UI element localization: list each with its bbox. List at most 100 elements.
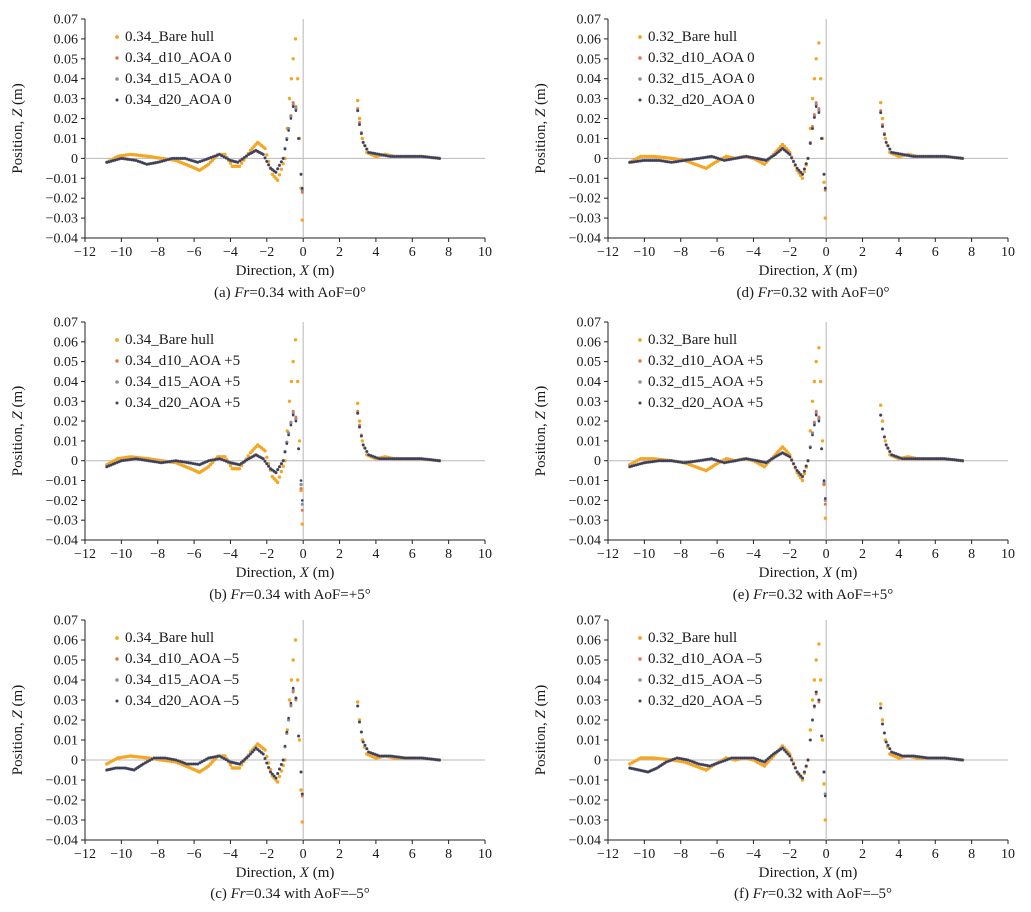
data-point bbox=[638, 159, 642, 163]
data-point bbox=[243, 757, 247, 761]
data-point bbox=[291, 103, 295, 107]
data-point bbox=[928, 155, 932, 158]
x-tick-label: 8 bbox=[445, 547, 452, 562]
data-point bbox=[301, 186, 304, 190]
data-point bbox=[416, 457, 419, 461]
data-point bbox=[209, 756, 213, 759]
data-point bbox=[823, 818, 827, 822]
data-point bbox=[880, 718, 885, 722]
data-point bbox=[786, 151, 790, 155]
y-axis-label: Position, Z (m) bbox=[10, 685, 26, 775]
data-point bbox=[653, 460, 657, 463]
x-tick-label: −12 bbox=[74, 847, 96, 862]
data-point bbox=[710, 763, 714, 767]
data-point bbox=[289, 421, 293, 425]
x-tick-label: 2 bbox=[859, 547, 866, 562]
data-point bbox=[243, 156, 246, 159]
data-point bbox=[294, 417, 298, 421]
data-point bbox=[924, 457, 928, 461]
data-point bbox=[150, 757, 154, 761]
data-point bbox=[788, 455, 792, 459]
legend-marker bbox=[115, 678, 119, 682]
data-point bbox=[899, 753, 902, 757]
data-point bbox=[678, 159, 682, 163]
x-axis-label: Direction, X (m) bbox=[759, 263, 858, 279]
data-point bbox=[426, 458, 429, 461]
data-point bbox=[424, 757, 427, 760]
data-point bbox=[706, 155, 709, 159]
data-point bbox=[258, 749, 261, 753]
y-tick-label: −0.03 bbox=[569, 212, 601, 227]
legend-marker bbox=[115, 98, 119, 102]
data-point bbox=[786, 752, 790, 756]
data-point bbox=[649, 159, 652, 162]
data-point bbox=[695, 459, 699, 463]
y-tick-label: −0.03 bbox=[46, 514, 78, 529]
data-point bbox=[357, 116, 362, 121]
data-point bbox=[930, 756, 934, 760]
data-point bbox=[134, 159, 138, 162]
data-point bbox=[378, 153, 381, 156]
data-point bbox=[287, 718, 291, 722]
data-point bbox=[886, 144, 890, 148]
data-point bbox=[886, 446, 890, 450]
series-4 bbox=[105, 105, 441, 190]
legend-marker bbox=[115, 338, 119, 342]
y-tick-label: 0.02 bbox=[54, 714, 79, 729]
series-2 bbox=[628, 101, 964, 192]
data-point bbox=[920, 155, 924, 158]
data-point bbox=[784, 150, 788, 153]
y-axis-label: Position, Z (m) bbox=[10, 386, 26, 476]
data-point bbox=[720, 158, 724, 161]
data-point bbox=[238, 463, 241, 467]
data-point bbox=[369, 751, 373, 755]
chart-panel-a: −0.04 −0.03 −0.02 −0.01 0 0.01 0.02 0.03 0.04 0.0… bbox=[10, 13, 492, 302]
data-point bbox=[403, 756, 407, 760]
data-point bbox=[198, 160, 202, 163]
data-point bbox=[157, 461, 161, 464]
data-point bbox=[881, 722, 884, 726]
data-point bbox=[301, 499, 304, 502]
x-tick-label: 10 bbox=[1001, 847, 1015, 862]
data-point bbox=[822, 180, 826, 184]
data-point bbox=[628, 161, 632, 164]
data-point bbox=[272, 470, 276, 473]
data-point bbox=[118, 157, 121, 161]
data-point bbox=[742, 457, 746, 461]
data-point bbox=[905, 754, 909, 758]
data-point bbox=[148, 759, 151, 762]
data-point bbox=[800, 478, 805, 483]
data-point bbox=[817, 109, 821, 113]
legend-entry: 0.34_d10_AOA –5 bbox=[125, 651, 239, 667]
data-point bbox=[879, 706, 882, 710]
data-point bbox=[643, 461, 646, 465]
data-point bbox=[806, 157, 810, 160]
data-point bbox=[740, 155, 744, 159]
data-point bbox=[801, 776, 804, 780]
data-point bbox=[926, 155, 930, 158]
y-tick-label: 0.04 bbox=[54, 375, 79, 390]
y-tick-label: 0.02 bbox=[54, 112, 79, 127]
data-point bbox=[168, 757, 171, 761]
data-point bbox=[794, 163, 797, 167]
data-point bbox=[224, 156, 228, 160]
data-point bbox=[959, 156, 962, 160]
data-point bbox=[265, 462, 269, 466]
data-point bbox=[194, 762, 197, 766]
data-point bbox=[287, 716, 290, 720]
data-point bbox=[220, 458, 223, 461]
data-point bbox=[162, 159, 166, 162]
data-point bbox=[939, 457, 942, 461]
y-tick-label: −0.02 bbox=[46, 192, 78, 207]
legend-entry: 0.34_d15_AOA +5 bbox=[125, 374, 240, 390]
data-point bbox=[939, 155, 942, 158]
data-point bbox=[373, 455, 377, 459]
data-point bbox=[814, 411, 818, 415]
data-point bbox=[118, 460, 121, 463]
data-point bbox=[922, 155, 926, 158]
data-point bbox=[291, 686, 295, 690]
x-tick-label: 6 bbox=[932, 245, 939, 260]
y-tick-label: −0.04 bbox=[46, 232, 78, 247]
data-point bbox=[236, 161, 239, 164]
data-point bbox=[181, 761, 184, 764]
